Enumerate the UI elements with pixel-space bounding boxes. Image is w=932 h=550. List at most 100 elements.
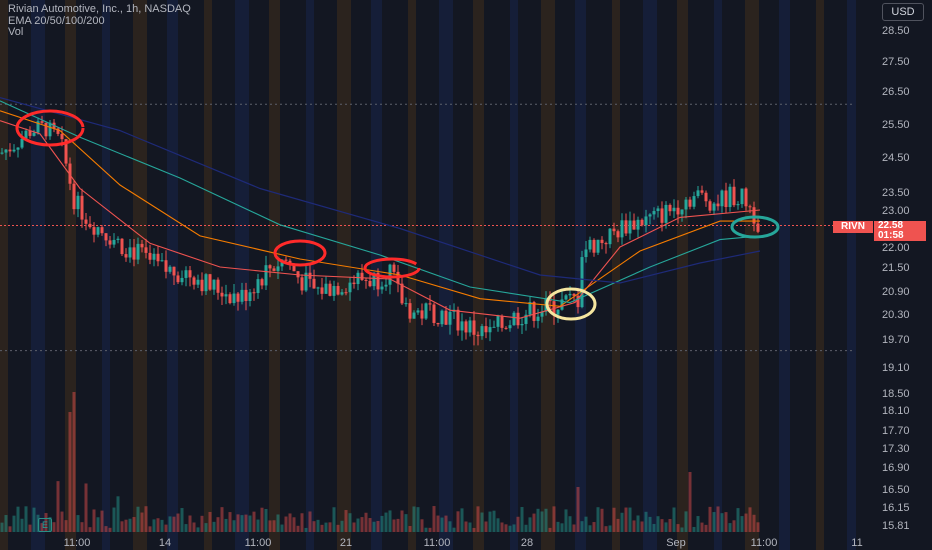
candle-body bbox=[364, 279, 368, 281]
currency-button[interactable]: USD bbox=[882, 3, 924, 21]
volume-bar bbox=[532, 513, 536, 532]
volume-bar bbox=[632, 520, 636, 532]
candle-body bbox=[552, 301, 556, 315]
volume-bar bbox=[492, 510, 496, 532]
candle-body bbox=[664, 204, 668, 223]
volume-bar bbox=[324, 522, 328, 532]
candle-body bbox=[368, 280, 372, 287]
price-tick-label: 17.30 bbox=[882, 443, 910, 455]
time-axis: 11:00 14 11:00 21 11:00 28 Sep 11:00 11 bbox=[64, 537, 863, 549]
volume-bar bbox=[588, 525, 592, 532]
candle-body bbox=[692, 196, 696, 207]
price-tick-label: 27.50 bbox=[882, 56, 910, 68]
volume-bar bbox=[472, 527, 476, 532]
price-tick-label: 16.90 bbox=[882, 462, 910, 474]
volume-bar bbox=[28, 524, 32, 532]
price-axis: 28.50 27.50 26.50 25.50 24.50 23.50 23.00 22.00… bbox=[856, 0, 932, 550]
volume-bar bbox=[560, 523, 564, 532]
volume-bar bbox=[468, 522, 472, 532]
symbol-tag: RIVN bbox=[833, 221, 873, 233]
volume-bar bbox=[488, 511, 492, 532]
volume-label[interactable]: Vol bbox=[8, 26, 24, 38]
volume-bar bbox=[220, 507, 224, 532]
volume-bar bbox=[756, 522, 760, 532]
time-tick-label: Sep bbox=[666, 537, 686, 549]
ema-line-1 bbox=[0, 120, 761, 319]
volume-bar bbox=[720, 513, 724, 532]
candle-body bbox=[644, 216, 648, 226]
volume-bar bbox=[108, 527, 112, 532]
candle-body bbox=[716, 203, 720, 207]
candle-body bbox=[40, 121, 44, 123]
time-tick-label: 11 bbox=[851, 537, 862, 549]
candle-body bbox=[748, 206, 752, 208]
time-tick-label: 14 bbox=[159, 537, 171, 549]
volume-bar bbox=[136, 506, 140, 532]
session-band bbox=[694, 0, 708, 550]
volume-bar bbox=[576, 487, 580, 532]
session-band bbox=[269, 0, 280, 550]
candle-body bbox=[256, 279, 260, 294]
volume-bar bbox=[508, 525, 512, 532]
volume-bar bbox=[192, 522, 196, 532]
volume-bar bbox=[72, 392, 76, 532]
session-band bbox=[204, 0, 212, 550]
candle-body bbox=[160, 260, 164, 262]
volume-bar bbox=[564, 509, 568, 532]
volume-bar bbox=[212, 521, 216, 532]
volume-bar bbox=[528, 517, 532, 532]
volume-bar bbox=[496, 518, 500, 532]
candle-body bbox=[12, 149, 16, 152]
volume-bar bbox=[644, 511, 648, 532]
volume-bar bbox=[568, 516, 572, 532]
volume-bar bbox=[524, 524, 528, 532]
volume-bar bbox=[116, 496, 120, 532]
annotation-circle-yellow bbox=[545, 287, 597, 321]
volume-bar bbox=[256, 519, 260, 532]
volume-bar bbox=[716, 506, 720, 532]
indicator-label[interactable]: EMA 20/50/100/200 bbox=[8, 15, 105, 27]
session-band bbox=[51, 0, 59, 550]
volume-bar bbox=[408, 526, 412, 532]
candle-body bbox=[676, 207, 680, 215]
candle-body bbox=[636, 219, 640, 230]
candle-body bbox=[584, 249, 588, 258]
volume-bar bbox=[132, 517, 136, 532]
volume-bar bbox=[604, 526, 608, 532]
volume-bar bbox=[240, 515, 244, 532]
candle-body bbox=[740, 188, 744, 205]
volume-bar bbox=[184, 524, 188, 532]
volume-bar bbox=[336, 524, 340, 532]
volume-bar bbox=[172, 516, 176, 532]
time-tick-label: 21 bbox=[340, 537, 352, 549]
events-icon[interactable]: E bbox=[38, 518, 52, 532]
candle-body bbox=[704, 192, 708, 202]
price-tick-label: 20.30 bbox=[882, 309, 910, 321]
candle-body bbox=[224, 294, 228, 297]
candle-body bbox=[492, 326, 496, 328]
volume-bar bbox=[244, 514, 248, 532]
candle-body bbox=[756, 223, 760, 232]
volume-bar bbox=[712, 512, 716, 532]
price-tick-label: 21.50 bbox=[882, 262, 910, 274]
candle-body bbox=[96, 227, 100, 235]
candle-body bbox=[240, 289, 244, 302]
volume-bar bbox=[168, 516, 172, 532]
grid-lines bbox=[0, 103, 855, 352]
session-band bbox=[31, 0, 45, 550]
volume-bar bbox=[92, 509, 96, 532]
volume-bar bbox=[416, 507, 420, 532]
candle-body bbox=[268, 265, 272, 269]
candle-body bbox=[432, 304, 436, 323]
candle-body bbox=[128, 247, 132, 258]
session-band bbox=[830, 0, 841, 550]
volume-bar bbox=[344, 510, 348, 532]
candle-body bbox=[68, 163, 72, 184]
volume-bar bbox=[64, 520, 68, 532]
volume-bar bbox=[548, 527, 552, 532]
candle-body bbox=[532, 302, 536, 321]
volume-bar bbox=[268, 520, 272, 532]
candle-body bbox=[284, 259, 288, 261]
candle-body bbox=[732, 186, 736, 206]
